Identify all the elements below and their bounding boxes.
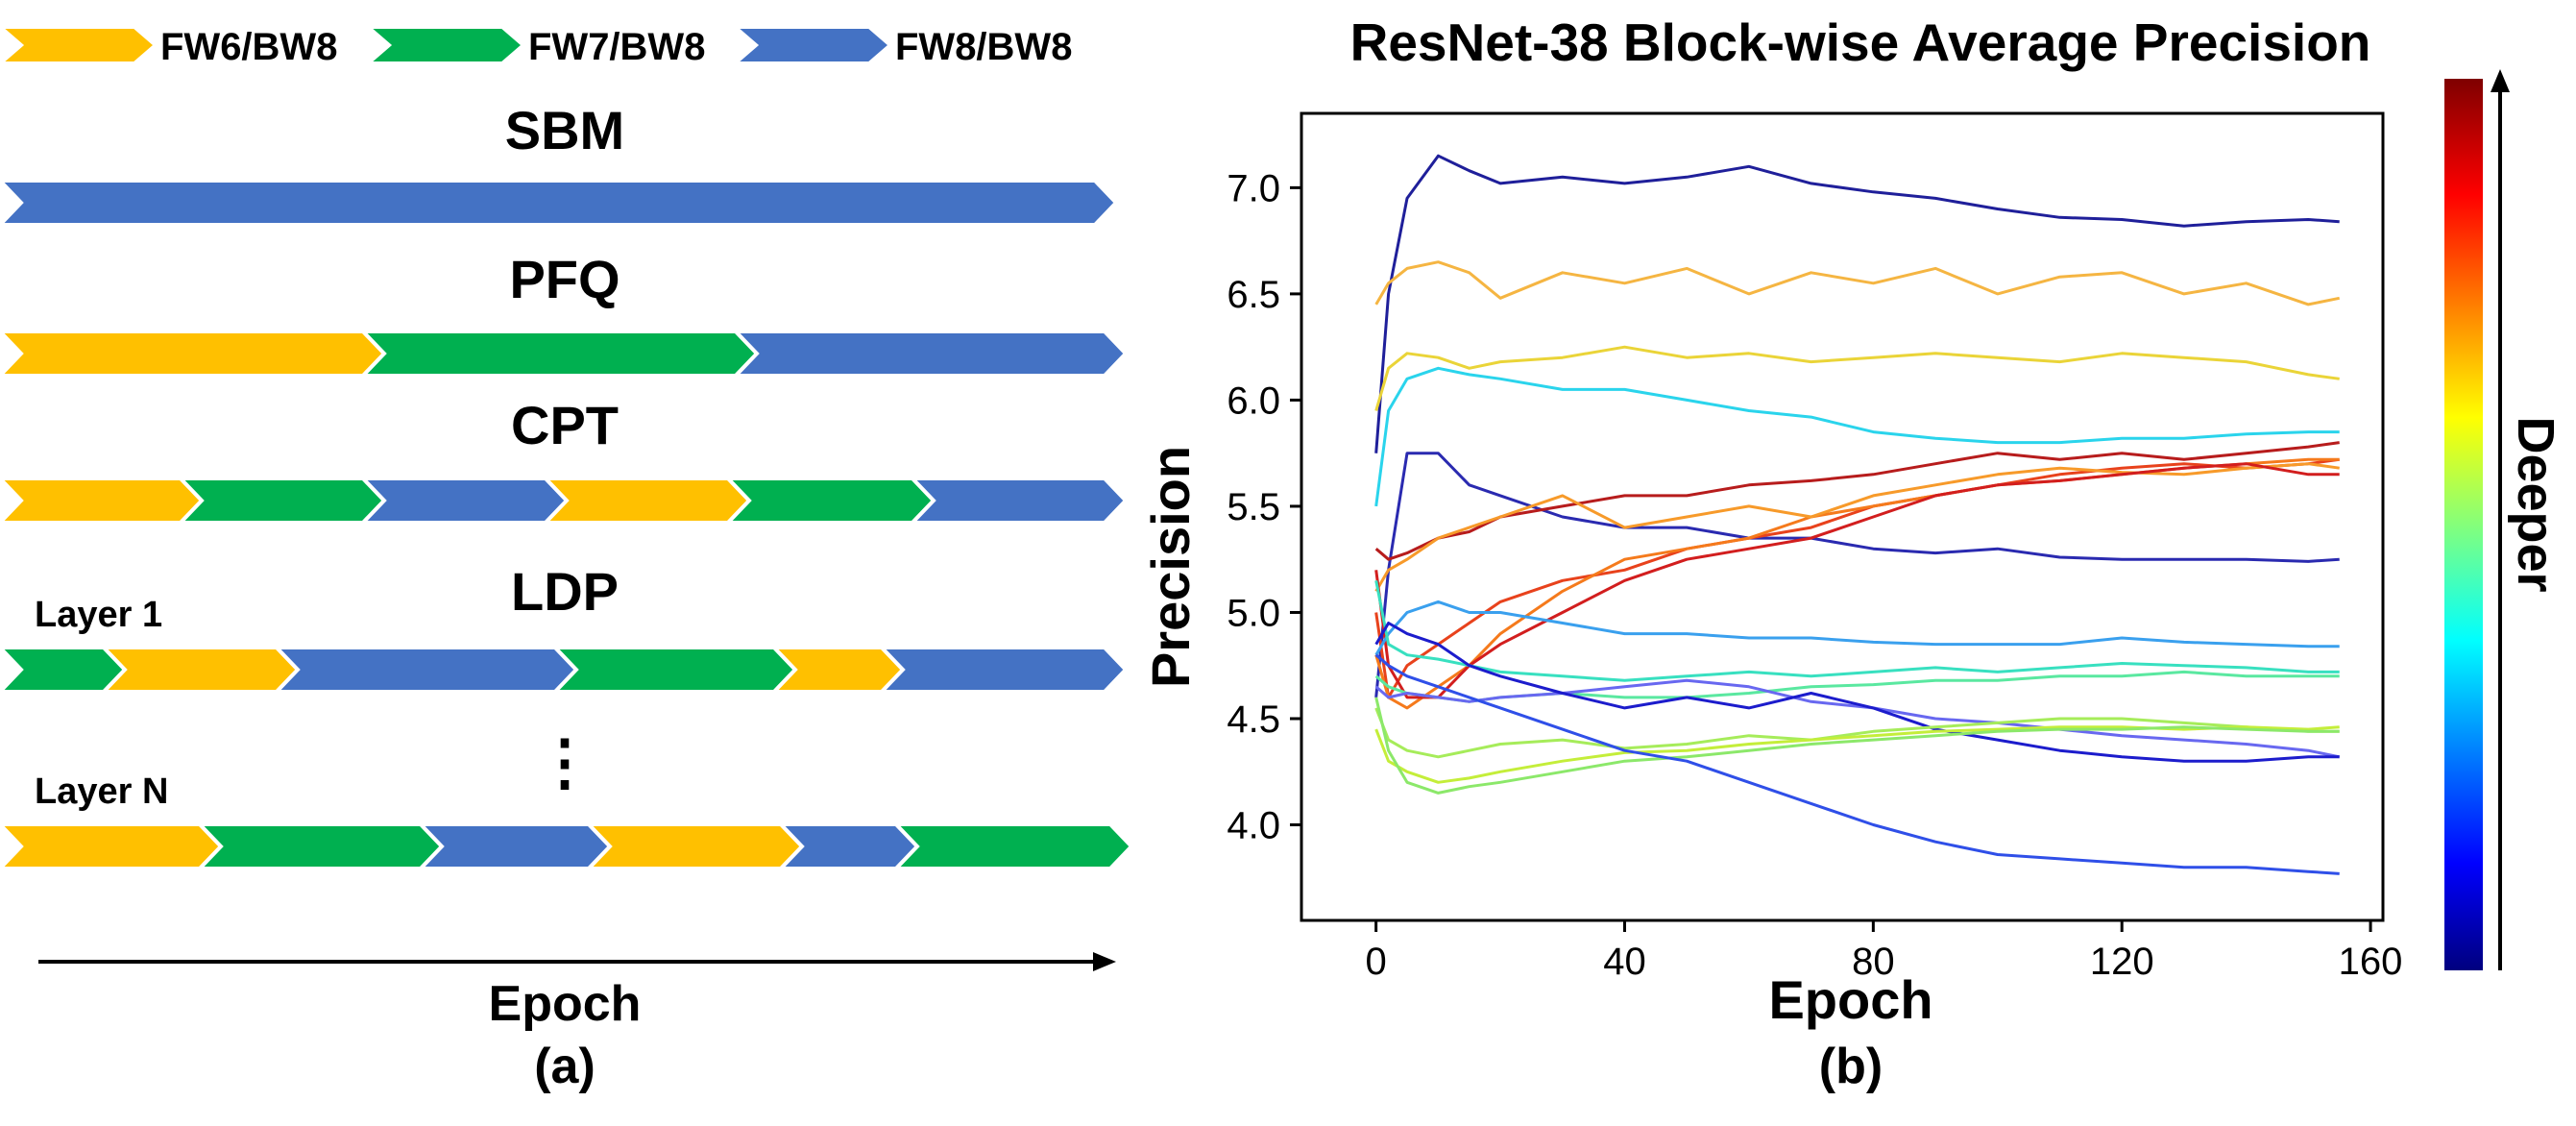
segment-fw6-bw8	[0, 477, 205, 525]
row-sublabel-layer-n: Layer N	[35, 771, 168, 812]
schedule-row-cpt: CPT	[0, 395, 1129, 525]
series-line-12	[1374, 580, 2340, 682]
segment-fw8-bw8	[776, 822, 920, 870]
segment-fw8-bw8	[0, 179, 1119, 227]
row-title-ldp: LDP	[511, 561, 619, 622]
segment-fw7-bw8	[891, 822, 1134, 870]
legend-swatch-fw7-bw8	[362, 25, 527, 65]
segment-fw8-bw8	[908, 477, 1129, 525]
segment-fw8-bw8	[731, 330, 1129, 378]
series-line-19	[1374, 653, 2340, 875]
x-axis-ticks: 0 40 80 120 160	[1366, 920, 2403, 983]
y-tick-label-6-5: 6.5	[1227, 274, 1280, 316]
precision-legend: FW6/BW8 FW7/BW8 FW8/BW8	[0, 25, 1072, 68]
chart-title: ResNet-38 Block-wise Average Precision	[1350, 12, 2371, 72]
panel-a: FW6/BW8 FW7/BW8 FW8/BW8 SBM PFQ CPT LDP Layer …	[0, 25, 1134, 1094]
x-tick-label-160: 160	[2339, 941, 2403, 983]
series-line-15	[1374, 622, 2340, 763]
series-line-16	[1374, 707, 2340, 759]
series-line-5	[1374, 452, 2340, 698]
panel-a-caption: (a)	[534, 1039, 595, 1094]
series-line-14	[1374, 678, 2340, 759]
schedule-row-sbm: SBM	[0, 100, 1119, 227]
colorbar-label: Deeper	[2507, 416, 2564, 592]
segment-fw7-bw8	[0, 646, 128, 694]
series-line-4	[1374, 366, 2340, 507]
y-tick-label-5-0: 5.0	[1227, 592, 1280, 634]
epoch-arrowhead	[1093, 952, 1116, 971]
segment-fw7-bw8	[723, 477, 936, 525]
series-line-18	[1374, 697, 2340, 795]
y-tick-label-4-0: 4.0	[1227, 805, 1280, 847]
y-axis-label: Precision	[1140, 446, 1201, 688]
panel-a-xlabel: Epoch	[489, 976, 642, 1032]
segment-fw7-bw8	[550, 646, 798, 694]
series-line-2	[1374, 260, 2340, 306]
row-title-pfq: PFQ	[509, 249, 620, 309]
row-title-sbm: SBM	[505, 100, 624, 160]
y-axis-ticks: 4.0 4.5 5.0 5.5 6.0 6.5 7.0	[1227, 167, 1301, 847]
segment-fw6-bw8	[584, 822, 805, 870]
schedule-row-pfq: PFQ	[0, 249, 1129, 378]
y-tick-label-6-0: 6.0	[1227, 379, 1280, 422]
colorbar	[2444, 79, 2483, 970]
legend-swatch-fw6-bw8	[0, 25, 159, 65]
segment-fw6-bw8	[541, 477, 752, 525]
series-line-9	[1374, 462, 2340, 593]
segment-fw6-bw8	[0, 822, 224, 870]
series-line-11	[1374, 600, 2340, 656]
x-axis-label: Epoch	[1768, 969, 1932, 1030]
panel-b-caption: (b)	[1819, 1039, 1883, 1094]
x-tick-label-80: 80	[1852, 941, 1895, 983]
schedule-row-ldp: LDP Layer 1	[0, 561, 1129, 694]
segment-fw7-bw8	[358, 330, 760, 378]
legend-swatch-fw8-bw8	[729, 25, 894, 65]
segment-fw7-bw8	[176, 477, 387, 525]
series-line-7	[1374, 457, 2340, 699]
row-title-cpt: CPT	[511, 395, 619, 455]
series-line-10	[1374, 462, 2340, 699]
segment-fw8-bw8	[416, 822, 613, 870]
segment-fw8-bw8	[272, 646, 579, 694]
schedule-rows: SBM PFQ CPT LDP Layer 1 Layer N	[0, 100, 1134, 870]
y-tick-label-5-5: 5.5	[1227, 486, 1280, 528]
row-sublabel-layer-1: Layer 1	[35, 595, 162, 635]
x-tick-label-0: 0	[1366, 941, 1387, 983]
segment-fw6-bw8	[0, 330, 387, 378]
y-tick-label-4-5: 4.5	[1227, 698, 1280, 741]
deeper-arrowhead	[2491, 69, 2510, 92]
legend-label-fw7-bw8: FW7/BW8	[528, 26, 705, 68]
legend-label-fw6-bw8: FW6/BW8	[160, 26, 337, 68]
x-tick-label-40: 40	[1603, 941, 1646, 983]
segment-fw6-bw8	[769, 646, 906, 694]
segment-fw7-bw8	[195, 822, 445, 870]
x-tick-label-120: 120	[2090, 941, 2154, 983]
panel-b: ResNet-38 Block-wise Average Precision 0…	[1140, 12, 2564, 1094]
segment-fw8-bw8	[877, 646, 1129, 694]
series-line-1	[1374, 154, 2340, 453]
series-line-3	[1374, 345, 2340, 411]
ellipsis-mark: ⋮	[534, 727, 595, 796]
legend-label-fw8-bw8: FW8/BW8	[895, 26, 1072, 68]
segment-fw8-bw8	[358, 477, 570, 525]
series-line-17	[1374, 725, 2340, 784]
series-lines	[1374, 154, 2340, 875]
schedule-row-layer-n: Layer N	[0, 771, 1134, 870]
y-tick-label-7-0: 7.0	[1227, 167, 1280, 209]
segment-fw6-bw8	[99, 646, 301, 694]
